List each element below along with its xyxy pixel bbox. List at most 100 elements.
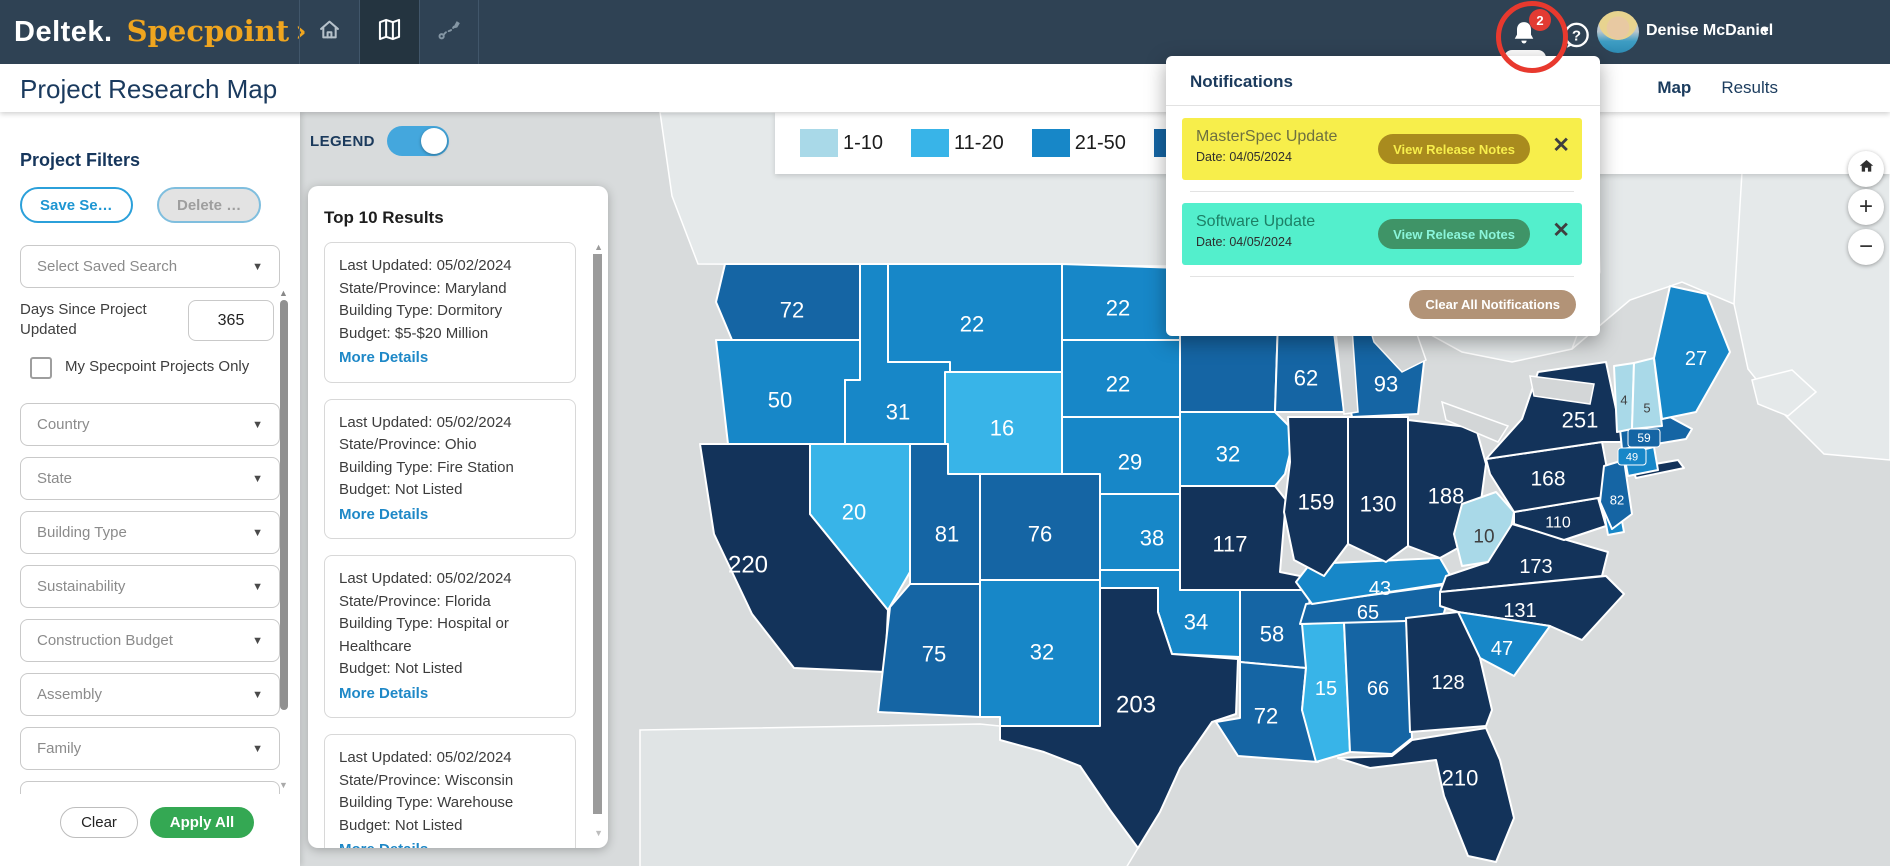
sidebar-scroll-down-arrow[interactable]: ▼	[279, 780, 288, 790]
state-NV[interactable]	[809, 443, 911, 611]
result-card-line: State/Province: Wisconsin	[339, 771, 514, 789]
result-card-line: Building Type: Fire Station	[339, 458, 514, 476]
notifications-title: Notifications	[1166, 56, 1600, 106]
state-KY[interactable]	[1295, 557, 1455, 605]
clear-all-notifications-button[interactable]: Clear All Notifications	[1409, 290, 1576, 319]
filter-dropdown-country[interactable]: Country ▼	[20, 403, 280, 446]
specpoint-only-label: My Specpoint Projects Only	[65, 358, 250, 375]
results-scroll-up-arrow[interactable]: ▲	[594, 242, 603, 252]
help-button[interactable]: ?	[1562, 21, 1591, 55]
dropdown-label: Country	[37, 416, 90, 433]
bell-icon	[1509, 22, 1539, 53]
state-count-label-ME: 27	[1685, 348, 1707, 370]
state-GA[interactable]	[1405, 611, 1493, 733]
filter-dropdown-family[interactable]: Family ▼	[20, 727, 280, 770]
specpoint-only-checkbox[interactable]	[30, 357, 52, 379]
user-name[interactable]: Denise McDaniel	[1646, 22, 1774, 39]
close-icon[interactable]: ✕	[1552, 134, 1570, 157]
notification-count-badge: 2	[1529, 9, 1551, 31]
state-NH[interactable]	[1631, 357, 1663, 430]
filter-dropdown-building-type[interactable]: Building Type ▼	[20, 511, 280, 554]
deltek-specpoint-logo[interactable]: Deltek. Specpoint ›	[14, 14, 307, 49]
result-card: Last Updated: 05/02/2024 State/Province: …	[324, 734, 576, 848]
close-icon[interactable]: ✕	[1552, 219, 1570, 242]
clear-filters-button[interactable]: Clear	[60, 807, 138, 838]
view-tabs: Map Results	[1657, 64, 1778, 112]
more-details-link[interactable]: More Details	[339, 349, 429, 366]
save-search-button[interactable]: Save Se…	[20, 187, 133, 223]
state-FL[interactable]	[1337, 727, 1515, 863]
result-card-line: Budget: Not Listed	[339, 816, 463, 834]
state-ME[interactable]	[1653, 285, 1731, 420]
result-card-line: Building Type: Hospital or Healthcare	[339, 615, 509, 655]
state-MO[interactable]	[1179, 485, 1311, 591]
apply-all-button[interactable]: Apply All	[150, 807, 254, 838]
tab-map[interactable]: Map	[1657, 78, 1692, 97]
state-count-label-AL: 66	[1367, 678, 1389, 700]
filter-dropdown-construction-budget[interactable]: Construction Budget ▼	[20, 619, 280, 662]
chevron-down-icon: ▼	[252, 472, 263, 485]
state-count-label-IL: 159	[1298, 490, 1335, 515]
state-IN[interactable]	[1347, 416, 1409, 563]
filter-dropdown-state[interactable]: State ▼	[20, 457, 280, 500]
state-count-label-TX: 203	[1116, 691, 1156, 718]
page-header: Project Research Map Map Results	[0, 64, 1890, 112]
user-menu-chevron-down-icon[interactable]: ▾	[1762, 22, 1769, 37]
legend-swatch	[911, 129, 950, 157]
state-count-label-MS: 15	[1315, 678, 1337, 700]
state-count-label-IA: 32	[1216, 442, 1240, 467]
user-avatar[interactable]	[1597, 11, 1639, 53]
map-home-button[interactable]	[1848, 151, 1884, 187]
state-count-label-OH: 188	[1428, 484, 1465, 509]
notifications-bell-button[interactable]	[1509, 19, 1539, 54]
result-card-line: State/Province: Ohio	[339, 436, 477, 453]
notifications-panel: Notifications MasterSpec Update Date: 04/…	[1166, 56, 1600, 336]
nav-projects-tab[interactable]	[419, 0, 479, 64]
delete-search-button[interactable]: Delete …	[157, 187, 262, 223]
legend-swatch	[800, 129, 838, 157]
state-count-label-CT: 49	[1626, 451, 1638, 463]
state-count-label-KY: 43	[1369, 578, 1391, 600]
notification-list: MasterSpec Update Date: 04/05/2024 View Re…	[1166, 106, 1600, 277]
state-NC[interactable]	[1439, 575, 1625, 641]
dropdown-label: Assembly	[37, 686, 103, 703]
state-count-label-AZ: 75	[922, 642, 946, 667]
specpoint-only-row: My Specpoint Projects Only	[20, 357, 280, 379]
state-count-label-MA: 59	[1637, 431, 1651, 445]
filter-dropdown-partial[interactable]	[20, 781, 280, 794]
zoom-out-button[interactable]: −	[1848, 229, 1884, 265]
chevron-down-icon: ▼	[252, 526, 263, 539]
results-scroll-down-arrow[interactable]: ▼	[594, 828, 603, 838]
state-AZ[interactable]	[877, 583, 981, 718]
state-TX[interactable]	[999, 587, 1239, 849]
chevron-down-icon: ▼	[252, 580, 263, 593]
great-lake	[1440, 400, 1510, 443]
view-release-notes-button[interactable]: View Release Notes	[1378, 134, 1530, 164]
state-count-label-MT: 22	[960, 312, 984, 337]
nav-map-tab[interactable]	[359, 0, 419, 64]
filter-dropdown-sustainability[interactable]: Sustainability ▼	[20, 565, 280, 608]
result-card-line: Budget: Not Listed	[339, 481, 463, 498]
state-count-label-NM: 32	[1030, 640, 1054, 665]
zoom-in-button[interactable]: +	[1848, 189, 1884, 225]
sidebar-scroll-up-arrow[interactable]: ▲	[279, 288, 288, 298]
state-count-label-MD: 110	[1545, 515, 1571, 532]
view-release-notes-button[interactable]: View Release Notes	[1378, 219, 1530, 249]
state-count-label-KS: 38	[1140, 526, 1164, 551]
map-home-icon	[1857, 155, 1876, 183]
state-count-label-NV: 20	[842, 500, 866, 525]
more-details-link[interactable]: More Details	[339, 839, 561, 848]
dropdown-label: Building Type	[37, 524, 127, 541]
more-details-link[interactable]: More Details	[339, 505, 429, 523]
tab-results[interactable]: Results	[1721, 78, 1778, 97]
results-scrollbar[interactable]	[593, 254, 602, 814]
sidebar-scrollbar[interactable]	[280, 300, 288, 710]
filter-dropdown-assembly[interactable]: Assembly ▼	[20, 673, 280, 716]
more-details-link[interactable]: More Details	[339, 684, 429, 702]
nav-home-tab[interactable]	[299, 0, 359, 64]
select-saved-search-dropdown[interactable]: Select Saved Search ▼	[20, 245, 280, 288]
legend-toggle[interactable]	[386, 126, 449, 156]
legend-items: 1-10 11-20 21-50	[800, 129, 1197, 157]
days-since-input[interactable]	[188, 300, 274, 341]
project-filters-panel: Project Filters Save Se… Delete … Select…	[0, 112, 300, 866]
